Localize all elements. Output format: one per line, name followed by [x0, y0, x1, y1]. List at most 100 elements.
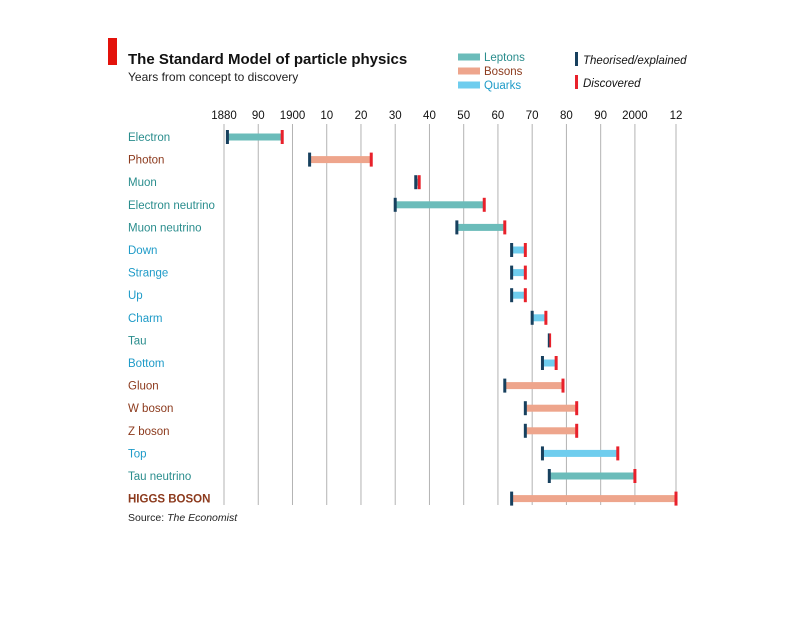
particle-label: Down [128, 245, 157, 257]
range-bar [511, 291, 526, 299]
discovered-marker [544, 310, 548, 325]
discovered-marker [633, 469, 637, 483]
particle-label: Z boson [128, 426, 170, 438]
x-tick-label: 90 [594, 110, 607, 122]
theorised-marker [547, 469, 551, 483]
particle-label: HIGGS BOSON [128, 494, 210, 506]
discovered-marker [674, 491, 678, 506]
particle-row-electron-neutrino: Electron neutrino [128, 197, 486, 212]
x-tick-label: 50 [457, 110, 470, 122]
theorised-marker [540, 356, 544, 370]
theorised-marker [393, 197, 397, 212]
source-note: Source: The Economist [128, 512, 238, 524]
chart-title: The Standard Model of particle physics [128, 51, 407, 68]
legend-label-quarks: Quarks [484, 80, 521, 92]
discovered-marker [575, 401, 579, 416]
theorised-marker [523, 423, 527, 438]
theorised-marker [308, 152, 312, 167]
chart-subtitle: Years from concept to discovery [128, 70, 298, 84]
particle-label: Strange [128, 268, 168, 280]
particle-label: Muon neutrino [128, 222, 202, 234]
x-tick-label: 30 [389, 110, 402, 122]
particle-row-photon: Photon [128, 152, 373, 167]
theorised-marker [523, 401, 527, 416]
range-bar [511, 269, 526, 277]
particle-label: Bottom [128, 358, 164, 370]
x-tick-label: 90 [252, 110, 265, 122]
range-bar [415, 178, 420, 186]
discovered-marker [369, 152, 373, 167]
x-tick-label: 1900 [280, 110, 306, 122]
particle-row-higgs-boson: HIGGS BOSON [128, 491, 678, 506]
particle-row-bottom: Bottom [128, 356, 558, 370]
legend-marker-theorised-explained [575, 52, 578, 66]
x-tick-label: 70 [526, 110, 539, 122]
discovered-marker [616, 446, 620, 461]
discovered-marker [549, 333, 552, 348]
theorised-marker [455, 220, 459, 235]
legend-label-leptons: Leptons [484, 52, 525, 64]
range-bar [309, 156, 372, 164]
range-bar [511, 246, 526, 254]
legend-swatch-bosons [458, 67, 480, 75]
particle-row-top: Top [128, 446, 620, 461]
particle-label: W boson [128, 403, 173, 415]
theorised-marker [510, 243, 514, 257]
particle-label: Up [128, 290, 143, 302]
legend-label-discovered: Discovered [583, 78, 641, 90]
theorised-marker [225, 130, 229, 144]
x-tick-label: 20 [355, 110, 368, 122]
range-bar [525, 427, 577, 435]
discovered-marker [575, 423, 579, 438]
discovered-marker [523, 265, 527, 280]
particle-label: Charm [128, 313, 163, 325]
x-tick-label: 2000 [622, 110, 648, 122]
theorised-marker [547, 333, 550, 348]
discovered-marker [417, 175, 421, 190]
range-bar [542, 359, 557, 367]
range-bar [504, 382, 563, 390]
particle-label: Muon [128, 177, 157, 189]
discovered-marker [482, 197, 486, 212]
range-bar [532, 314, 546, 322]
x-tick-label: 10 [320, 110, 333, 122]
range-bar [542, 449, 618, 457]
particle-row-tau-neutrino: Tau neutrino [128, 469, 637, 483]
legend-label-bosons: Bosons [484, 66, 523, 78]
particle-row-w-boson: W boson [128, 401, 579, 416]
particle-rows: Electron Photon Muon Electron neutrino Muon … [128, 130, 678, 506]
x-tick-label: 80 [560, 110, 573, 122]
red-accent-bar [108, 38, 117, 65]
particle-row-muon: Muon [128, 175, 421, 190]
x-tick-label: 1880 [211, 110, 237, 122]
particle-label: Electron [128, 132, 170, 144]
particle-row-z-boson: Z boson [128, 423, 579, 438]
theorised-marker [540, 446, 544, 461]
discovered-marker [554, 356, 558, 370]
x-tick-label: 12 [670, 110, 683, 122]
particle-row-muon-neutrino: Muon neutrino [128, 220, 507, 235]
discovered-marker [503, 220, 507, 235]
legend: Leptons Bosons Quarks Theorised/explained Di… [458, 52, 687, 92]
theorised-marker [510, 265, 514, 280]
discovered-marker [523, 288, 527, 303]
legend-swatch-leptons [458, 53, 480, 61]
x-tick-label: 60 [492, 110, 505, 122]
range-bar [456, 223, 505, 231]
particle-label: Gluon [128, 381, 159, 393]
particle-label: Electron neutrino [128, 200, 215, 212]
theorised-marker [510, 288, 514, 303]
particle-row-tau: Tau [128, 333, 552, 348]
particle-label: Tau neutrino [128, 471, 191, 483]
legend-marker-discovered [575, 75, 578, 89]
particle-row-electron: Electron [128, 130, 284, 144]
particle-row-up: Up [128, 288, 527, 303]
grid-lines [223, 124, 677, 505]
theorised-marker [414, 175, 418, 190]
discovered-marker [523, 243, 527, 257]
range-bar [511, 495, 676, 503]
range-bar [227, 133, 283, 141]
particle-label: Photon [128, 155, 164, 167]
particle-label: Top [128, 448, 147, 460]
